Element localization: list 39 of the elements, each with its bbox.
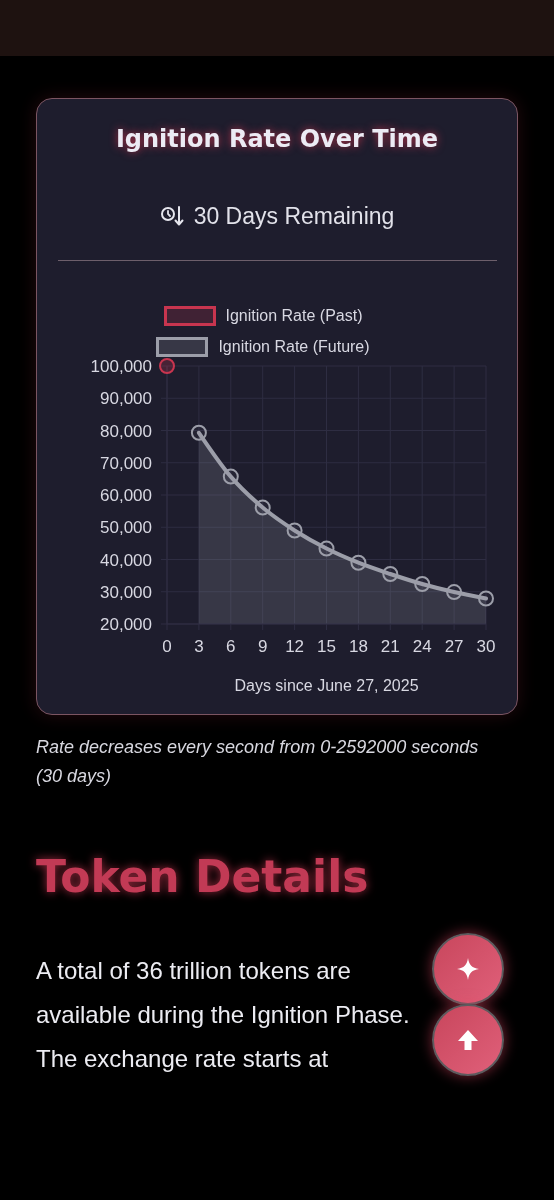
x-tick-label: 15	[317, 637, 336, 657]
point	[190, 424, 207, 441]
x-tick-label: 30	[476, 637, 496, 657]
point	[286, 522, 303, 539]
point	[478, 590, 494, 607]
x-tick-label: 6	[226, 637, 236, 657]
legend-label: Ignition Rate (Past)	[225, 306, 363, 325]
x-tick-label: 24	[412, 637, 432, 657]
legend-label: Ignition Rate (Future)	[218, 337, 370, 356]
chart-title: Ignition Rate Over Time	[114, 124, 440, 155]
y-tick-label: 50,000	[100, 518, 152, 538]
x-tick-label: 21	[380, 637, 400, 657]
x-tick-label: 18	[348, 637, 368, 657]
x-tick-label: 9	[257, 637, 268, 657]
point	[446, 584, 463, 601]
y-tick-label: 70,000	[100, 453, 152, 473]
text: A total of 36 trillion tokens are available during the Ignition Phase. The exchange rate starts at	[36, 956, 411, 1074]
y-tick-label: 30,000	[100, 582, 152, 602]
point	[414, 576, 431, 593]
point	[159, 358, 175, 374]
point	[318, 540, 335, 557]
y-tick-label: 20,000	[100, 615, 152, 635]
point	[254, 499, 271, 516]
y-tick-label: 80,000	[100, 421, 152, 441]
x-tick-label: 12	[285, 637, 305, 657]
x-tick-label: 0	[162, 637, 172, 657]
text: Rate decreases every second from 0-2592000 seconds (30 days)	[36, 736, 480, 788]
x-axis-title: Days since June 27, 2025	[234, 677, 419, 694]
chart-subtitle: 30 Days Remaining	[193, 202, 395, 230]
point	[222, 468, 239, 485]
x-tick-label: 27	[444, 637, 464, 657]
y-tick-label: 90,000	[100, 389, 152, 409]
y-tick-label: 60,000	[100, 486, 152, 506]
x-tick-label: 3	[194, 637, 204, 657]
point	[382, 566, 399, 583]
y-tick-label: 40,000	[100, 550, 152, 570]
text: Token Details	[36, 850, 370, 904]
point	[350, 554, 367, 571]
y-tick-label: 100,000	[90, 357, 152, 377]
